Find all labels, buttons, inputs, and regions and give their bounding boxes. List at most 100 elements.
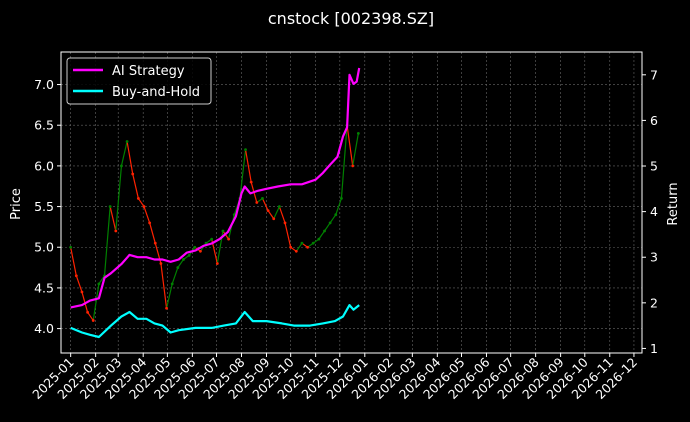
price-point	[69, 245, 73, 249]
price-point	[170, 282, 174, 286]
price-point	[277, 205, 281, 208]
price-segment	[346, 125, 354, 166]
y-axis-label-right: Return	[666, 182, 681, 225]
strategy-lines	[70, 67, 361, 339]
price-point	[182, 258, 185, 261]
price-point	[215, 262, 219, 265]
price-segment	[318, 230, 325, 240]
price-point	[261, 197, 264, 200]
price-point	[210, 237, 214, 241]
price-segment	[70, 247, 77, 276]
price-point	[328, 221, 332, 225]
price-segment	[177, 259, 184, 268]
price-segment	[98, 275, 106, 285]
price-point	[74, 274, 78, 278]
price-segment	[165, 283, 173, 309]
price-segment	[295, 242, 303, 252]
legend: AI Strategy Buy-and-Hold	[66, 57, 212, 105]
grid	[61, 52, 642, 353]
buy-and-hold-line	[70, 304, 360, 339]
price-point	[283, 221, 287, 225]
price-point	[148, 221, 152, 225]
price-point	[159, 262, 163, 265]
price-series	[69, 123, 360, 322]
price-point	[221, 229, 225, 233]
price-point	[80, 290, 84, 294]
y-left-tick-label: 5.5	[34, 199, 54, 214]
price-point	[289, 245, 293, 249]
price-segment	[137, 198, 145, 207]
price-point	[311, 241, 315, 245]
y-right-tick-label: 5	[650, 159, 658, 174]
price-segment	[273, 206, 280, 220]
price-point	[317, 237, 321, 241]
price-point	[356, 131, 360, 135]
y-left-tick-label: 4.0	[34, 321, 54, 336]
price-point	[232, 213, 236, 217]
y-left-tick-label: 6.5	[34, 118, 54, 133]
price-point	[272, 217, 276, 221]
price-segment	[120, 141, 128, 167]
price-point	[142, 205, 146, 208]
price-segment	[244, 149, 252, 183]
price-point	[255, 201, 259, 204]
y-right-tick-label: 6	[650, 113, 658, 128]
price-point	[187, 253, 191, 257]
price-segment	[92, 283, 100, 321]
price-point	[340, 197, 343, 200]
y-right-tick-label: 3	[650, 250, 658, 265]
price-point	[323, 229, 326, 233]
y-left-tick-label: 4.5	[34, 280, 54, 295]
price-point	[131, 172, 135, 176]
price-point	[86, 310, 89, 314]
price-point	[351, 164, 355, 168]
price-segment	[75, 275, 83, 293]
price-segment	[352, 133, 359, 166]
price-point	[300, 241, 304, 245]
price-segment	[324, 222, 331, 232]
legend-buy-and-hold-label: Buy-and-Hold	[112, 85, 200, 100]
y-right-tick-label: 2	[650, 295, 658, 310]
price-segment	[115, 165, 123, 232]
plot-frame	[60, 51, 643, 354]
price-point	[249, 180, 253, 184]
price-point	[153, 241, 157, 245]
chart-title: cnstock [002398.SZ]	[268, 9, 434, 28]
price-point	[114, 229, 118, 233]
price-point	[334, 213, 338, 217]
price-point	[266, 209, 270, 213]
legend-ai-strategy-label: AI Strategy	[112, 64, 185, 79]
price-segment	[284, 222, 292, 248]
price-segment	[132, 173, 139, 199]
price-segment	[340, 125, 348, 199]
price-point	[306, 245, 309, 249]
price-segment	[126, 141, 134, 175]
y-right-tick-label: 4	[650, 204, 658, 219]
price-point	[294, 249, 298, 253]
price-segment	[109, 206, 117, 232]
ai-strategy-line	[70, 67, 361, 309]
price-segment	[329, 214, 337, 224]
price-segment	[103, 206, 111, 276]
price-segment	[278, 206, 286, 224]
price-segment	[335, 198, 342, 215]
y-right-tick-label: 7	[650, 67, 658, 82]
price-segment	[239, 149, 247, 199]
price-point	[91, 319, 95, 322]
price-point	[227, 237, 231, 241]
price-segment	[87, 311, 94, 321]
price-point	[125, 140, 129, 143]
y-left-tick-label: 5.0	[34, 240, 54, 255]
price-segment	[149, 222, 156, 244]
price-segment	[171, 267, 179, 285]
price-point	[193, 245, 197, 249]
price-point	[97, 282, 101, 286]
price-point	[165, 306, 168, 310]
y-left-tick-label: 7.0	[34, 77, 54, 92]
price-point	[176, 266, 180, 269]
y-left-tick-label: 6.0	[34, 158, 54, 173]
price-segment	[261, 198, 269, 211]
price-segment	[267, 210, 275, 220]
y-axis-label-left: Price	[9, 188, 24, 220]
